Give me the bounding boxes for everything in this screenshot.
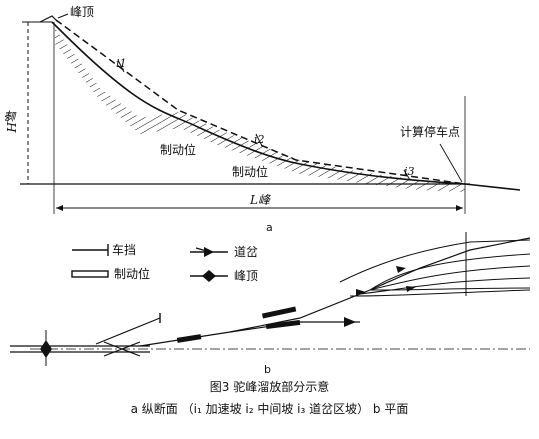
brake-position-label-upper: 制动位 — [160, 143, 197, 157]
figure-caption-subtitle: a 纵断面 （i₁ 加速坡 i₂ 中间坡 i₃ 道岔区坡） b 平面 — [130, 402, 409, 416]
stop-point-leader — [439, 143, 463, 183]
plan-lower-branch — [229, 321, 360, 333]
profile-design-grade-line — [55, 19, 466, 185]
legend-hump-crest-symbol — [190, 270, 228, 282]
plan-fan-track-5 — [349, 289, 531, 297]
plan-fan-turnout-2 — [396, 266, 406, 273]
legend-buffer-stop-label: 车挡 — [112, 243, 137, 257]
legend-turnout-label: 道岔 — [234, 245, 259, 259]
plan-fan-track-2 — [369, 253, 531, 291]
legend-brake-position-symbol — [71, 270, 109, 278]
hump-crest-leader — [57, 13, 69, 19]
legend-buffer-stop-symbol — [72, 244, 109, 256]
plan-brake-position-1 — [176, 334, 202, 343]
plan-fan-turnout-1 — [356, 289, 366, 296]
stop-point-label: 计算停车点 — [400, 125, 461, 139]
brake-position-label-lower: 制动位 — [232, 165, 269, 179]
grade-label-1: i1 — [116, 57, 127, 70]
profile-section — [20, 13, 521, 214]
plan-fan-track-4 — [359, 277, 531, 295]
grade-tick-2 — [255, 133, 263, 147]
legend-turnout-symbol — [190, 247, 228, 257]
legend-brake-position-label: 制动位 — [114, 267, 151, 281]
legend-hump-crest-label: 峰顶 — [234, 269, 259, 283]
part-a-label: a — [266, 221, 273, 234]
plan-brake-position-2 — [261, 306, 297, 319]
profile-track-line — [51, 21, 521, 191]
grade-tick-1 — [117, 59, 125, 73]
length-label: L峰 — [250, 193, 270, 207]
hump-crest-label: 峰顶 — [70, 5, 95, 19]
plan-fan-track-3 — [369, 265, 531, 291]
plan-branch-to-buffer — [95, 317, 161, 345]
profile-ground — [55, 28, 465, 192]
figure-caption-title: 图3 驼峰溜放部分示意 — [209, 380, 330, 394]
grade-label-2: i2 — [254, 133, 265, 146]
plan-section — [10, 232, 531, 366]
hump-crest-marker — [39, 15, 59, 23]
plan-crossover-b — [103, 341, 141, 357]
grade-label-3: i3 — [404, 165, 415, 178]
plan-fan-turnout-3 — [406, 286, 416, 292]
plan-lower-branch-turnout — [344, 317, 356, 327]
height-label: H峰 — [5, 110, 19, 133]
part-b-label: b — [264, 363, 271, 376]
plan-fan-track-1 — [339, 239, 531, 283]
grade-tick-3 — [403, 169, 411, 181]
plan-fan-track-6 — [369, 287, 531, 291]
legend — [71, 244, 228, 282]
